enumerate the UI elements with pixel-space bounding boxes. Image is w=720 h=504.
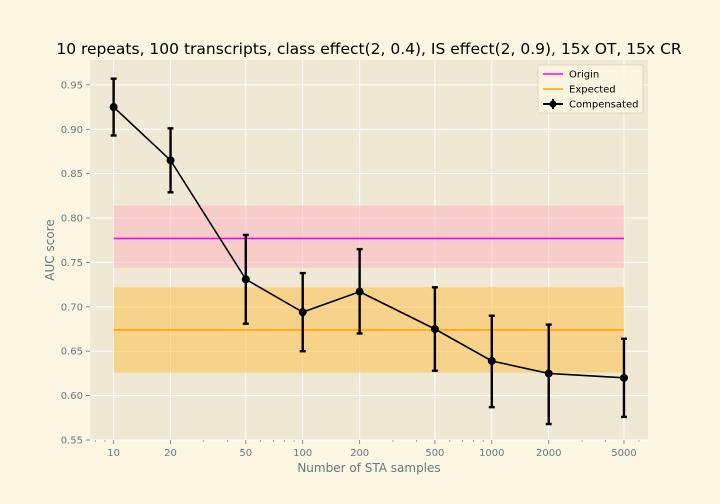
data-point xyxy=(166,156,175,165)
confidence-band xyxy=(113,205,624,268)
data-point xyxy=(430,325,439,334)
data-point xyxy=(241,275,250,284)
legend-label: Origin xyxy=(569,70,599,81)
y-tick-label: 0.70 xyxy=(61,302,83,313)
legend-label: Expected xyxy=(569,85,616,96)
legend-box xyxy=(537,64,644,114)
legend-marker xyxy=(549,100,557,108)
legend: Origin Expected Compensated xyxy=(537,64,644,114)
y-tick-label: 0.90 xyxy=(61,125,83,136)
legend-label: Compensated xyxy=(569,100,638,111)
series xyxy=(109,77,628,426)
data-point xyxy=(544,369,553,378)
x-tick-label: 500 xyxy=(425,448,444,459)
data-point xyxy=(298,308,307,317)
x-tick-label: 20 xyxy=(164,448,177,459)
x-tick-label: 50 xyxy=(239,448,252,459)
x-tick-label: 200 xyxy=(350,448,369,459)
y-tick-label: 0.80 xyxy=(61,214,83,225)
data-point xyxy=(619,373,628,382)
y-tick-label: 0.95 xyxy=(61,80,83,91)
ticks: 10 20 50 100 200 500 1000 2000 5000 0.55 0.60 0.65 0… xyxy=(61,80,640,459)
x-tick-label: 1000 xyxy=(479,448,504,459)
x-tick-label: 5000 xyxy=(611,448,636,459)
x-tick-label: 2000 xyxy=(536,448,561,459)
data-point xyxy=(109,103,118,112)
y-tick-label: 0.60 xyxy=(61,391,83,402)
bands xyxy=(113,205,624,373)
y-axis-label: AUC score xyxy=(43,219,57,280)
y-tick-label: 0.55 xyxy=(61,436,83,447)
x-tick-label: 10 xyxy=(107,448,120,459)
y-tick-label: 0.65 xyxy=(61,347,83,358)
x-axis-label: Number of STA samples xyxy=(297,461,440,475)
data-point xyxy=(355,287,364,296)
chart-title: 10 repeats, 100 transcripts, class effec… xyxy=(56,40,682,58)
x-tick-label: 100 xyxy=(293,448,312,459)
y-tick-label: 0.75 xyxy=(61,258,83,269)
y-tick-label: 0.85 xyxy=(61,169,83,180)
data-point xyxy=(487,356,496,365)
